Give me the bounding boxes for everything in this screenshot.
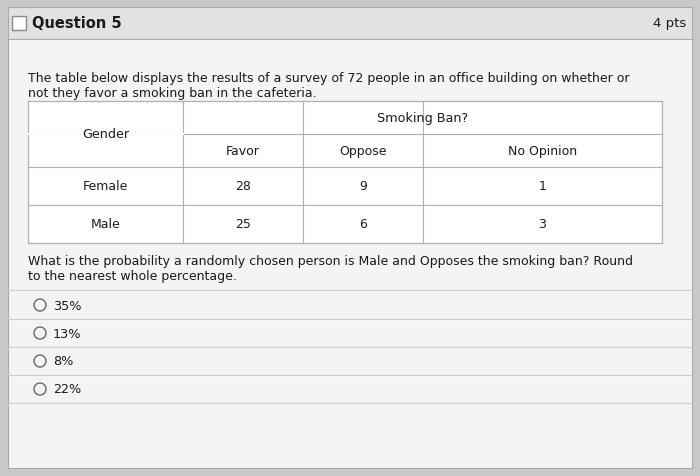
Text: Favor: Favor bbox=[226, 145, 260, 158]
Text: 28: 28 bbox=[235, 180, 251, 193]
Text: 22%: 22% bbox=[53, 383, 81, 396]
Text: 3: 3 bbox=[538, 218, 547, 231]
Text: 4 pts: 4 pts bbox=[652, 18, 686, 30]
Text: to the nearest whole percentage.: to the nearest whole percentage. bbox=[28, 269, 237, 282]
Text: Male: Male bbox=[90, 218, 120, 231]
Text: 6: 6 bbox=[359, 218, 367, 231]
FancyBboxPatch shape bbox=[8, 8, 692, 468]
Text: 35%: 35% bbox=[53, 299, 81, 312]
Text: Gender: Gender bbox=[82, 128, 129, 141]
Text: Oppose: Oppose bbox=[340, 145, 386, 158]
Text: 25: 25 bbox=[235, 218, 251, 231]
Text: No Opinion: No Opinion bbox=[508, 145, 577, 158]
Text: The table below displays the results of a survey of 72 people in an office build: The table below displays the results of … bbox=[28, 72, 629, 85]
Text: Female: Female bbox=[83, 180, 128, 193]
Text: Question 5: Question 5 bbox=[32, 17, 122, 31]
Text: 9: 9 bbox=[359, 180, 367, 193]
Text: 13%: 13% bbox=[53, 327, 81, 340]
FancyBboxPatch shape bbox=[12, 17, 26, 31]
Text: 8%: 8% bbox=[53, 355, 74, 368]
Text: not they favor a smoking ban in the cafeteria.: not they favor a smoking ban in the cafe… bbox=[28, 87, 316, 100]
FancyBboxPatch shape bbox=[8, 8, 692, 40]
FancyBboxPatch shape bbox=[28, 102, 662, 244]
Text: What is the probability a randomly chosen person is Male and Opposes the smoking: What is the probability a randomly chose… bbox=[28, 255, 633, 268]
Text: 1: 1 bbox=[538, 180, 547, 193]
Text: Smoking Ban?: Smoking Ban? bbox=[377, 112, 468, 125]
